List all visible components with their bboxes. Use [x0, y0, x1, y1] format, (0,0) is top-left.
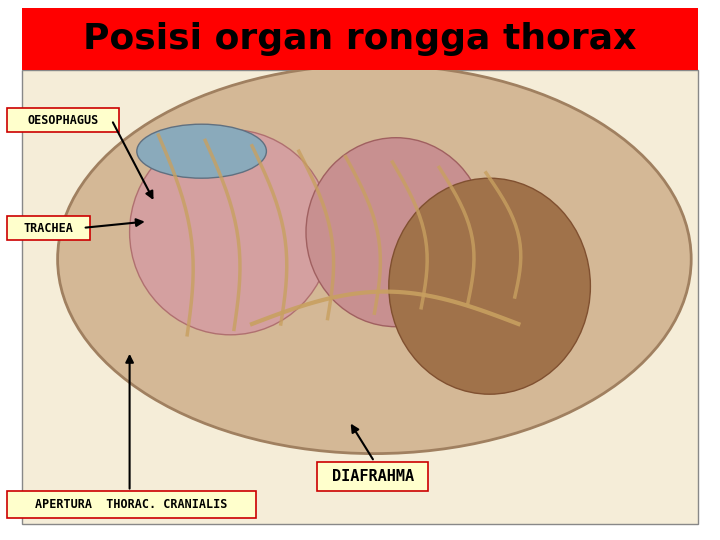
- Ellipse shape: [389, 178, 590, 394]
- Ellipse shape: [137, 124, 266, 178]
- Text: Posisi organ rongga thorax: Posisi organ rongga thorax: [84, 23, 636, 56]
- Ellipse shape: [306, 138, 486, 327]
- Text: DIAFRAHMA: DIAFRAHMA: [331, 469, 414, 484]
- Ellipse shape: [58, 65, 691, 454]
- Ellipse shape: [130, 130, 331, 335]
- Text: APERTURA  THORAC. CRANIALIS: APERTURA THORAC. CRANIALIS: [35, 498, 228, 511]
- FancyBboxPatch shape: [7, 491, 256, 518]
- Text: OESOPHAGUS: OESOPHAGUS: [27, 113, 99, 127]
- Bar: [22, 8, 698, 70]
- Text: TRACHEA: TRACHEA: [24, 221, 73, 235]
- FancyBboxPatch shape: [317, 462, 428, 491]
- FancyBboxPatch shape: [7, 216, 90, 240]
- FancyBboxPatch shape: [7, 108, 119, 132]
- Bar: [22, 70, 698, 524]
